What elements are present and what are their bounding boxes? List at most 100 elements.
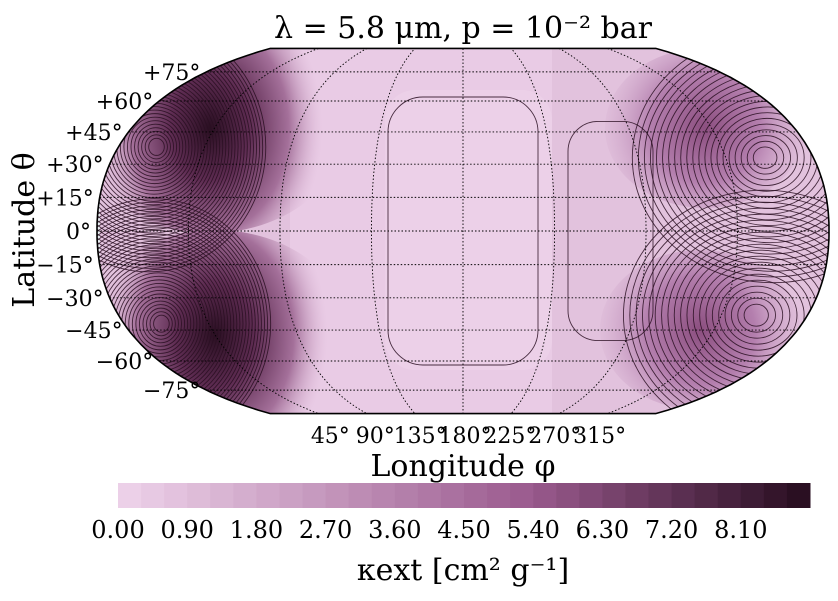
contour-line [722, 117, 812, 198]
latitude-tick-label: −30° [46, 287, 103, 312]
contour-line [97, 201, 269, 414]
latitude-tick-label: −15° [36, 254, 93, 279]
colorbar-level [233, 483, 257, 508]
meridian-line [188, 48, 329, 414]
contour-line [142, 304, 179, 344]
contour-line [97, 48, 257, 262]
colorbar-tick-label: 0.00 [91, 516, 144, 544]
longitude-tick-label: 135° [394, 424, 447, 449]
contour-line [724, 285, 791, 345]
contour-line [128, 290, 192, 358]
longitude-tick-label: 225° [483, 424, 536, 449]
colorbar-level [464, 483, 488, 508]
contour-line [97, 212, 259, 414]
contour-line [97, 222, 250, 414]
colorbar-label: κext [cm² g⁻¹] [357, 553, 569, 588]
contour-line [141, 130, 171, 163]
colorbar-level [763, 483, 788, 508]
colorbar-level [371, 483, 396, 508]
contour-line [119, 109, 190, 185]
contour-line [131, 293, 189, 354]
colorbar-tick-label: 3.60 [368, 516, 421, 544]
colorbar-level [118, 483, 142, 508]
colorbar-level [302, 483, 327, 508]
colorbar-level [440, 483, 465, 508]
contour-line [637, 48, 829, 278]
contour-line [642, 207, 829, 414]
contour-line [135, 297, 186, 351]
latitude-tick-label: +15° [36, 186, 93, 211]
x-axis-label: Longitude φ [371, 449, 556, 484]
map-border [96, 47, 830, 415]
longitude-tick-label: 315° [573, 424, 626, 449]
colorbar-level [487, 483, 511, 508]
contour-line [97, 48, 267, 273]
contour-line [126, 116, 184, 178]
contour-line [734, 129, 798, 186]
contour-line [149, 311, 173, 337]
contour-line [137, 127, 175, 167]
longitude-ticks: 45° 90°135°180°225°270°315° [311, 424, 626, 449]
latitude-tick-label: −75° [143, 379, 200, 404]
colorbar-level [210, 483, 234, 508]
contour-line [730, 291, 784, 339]
colorbar-level [417, 483, 442, 508]
substellar-region [385, 90, 552, 370]
contour-line [728, 123, 805, 192]
colorbar-level [141, 483, 165, 508]
contour-line [648, 213, 829, 414]
contour-line [153, 314, 170, 333]
contour-line [97, 226, 247, 414]
longitude-tick-label: 180° [439, 424, 492, 449]
graticule [97, 48, 829, 414]
contour-line [635, 201, 829, 414]
contour-line [123, 113, 187, 181]
longitude-tick-label: 270° [528, 424, 581, 449]
contour-line [622, 189, 829, 414]
contour-line [97, 208, 262, 414]
colorbar-ticks: 0.00 0.90 1.80 2.70 3.60 4.50 5.40 6.30 7.20 8.10 [91, 516, 767, 544]
latitude-tick-label: −60° [96, 350, 153, 375]
meridian-line [507, 48, 555, 414]
contour-line [130, 120, 181, 174]
contour-line [97, 219, 253, 414]
colorbar-level [187, 483, 211, 508]
contour-line [567, 121, 654, 341]
latitude-tick-label: +45° [65, 121, 122, 146]
colorbar-level [579, 483, 603, 508]
colorbar-level [648, 483, 673, 508]
colorbar-level [533, 483, 557, 508]
contour-line [97, 48, 251, 255]
colorbar-level [671, 483, 696, 508]
colorbar-level [694, 483, 719, 508]
contour-line [97, 198, 272, 414]
colorbar-level [348, 483, 373, 508]
colorbar-level [325, 483, 350, 508]
contour-line [148, 137, 165, 156]
colorbar-tick-label: 1.80 [230, 516, 283, 544]
longitude-tick-label: 45° [311, 424, 350, 449]
colorbar-level [786, 483, 811, 508]
colorbar-tick-label: 0.90 [160, 516, 213, 544]
colorbar-tick-label: 8.10 [714, 516, 767, 544]
colorbar-level [717, 483, 742, 508]
contour-line [97, 205, 265, 414]
colorbar-level [556, 483, 580, 508]
contour-line [97, 215, 256, 414]
colorbar-level [279, 483, 304, 508]
contour-line [146, 307, 176, 340]
contour-line [134, 123, 178, 170]
meridian-line [279, 48, 374, 414]
latitude-tick-label: +60° [96, 90, 153, 115]
latitude-tick-label: −45° [65, 319, 122, 344]
contour-line [97, 48, 264, 269]
latitude-tick-label: +75° [143, 61, 200, 86]
colorbar-level [740, 483, 765, 508]
contour-line [737, 297, 776, 333]
contour-line [740, 135, 791, 181]
colorbar-level [394, 483, 419, 508]
contour-line [711, 273, 805, 357]
contour-line [752, 146, 778, 169]
y-axis-label: Latitude θ [7, 152, 42, 307]
